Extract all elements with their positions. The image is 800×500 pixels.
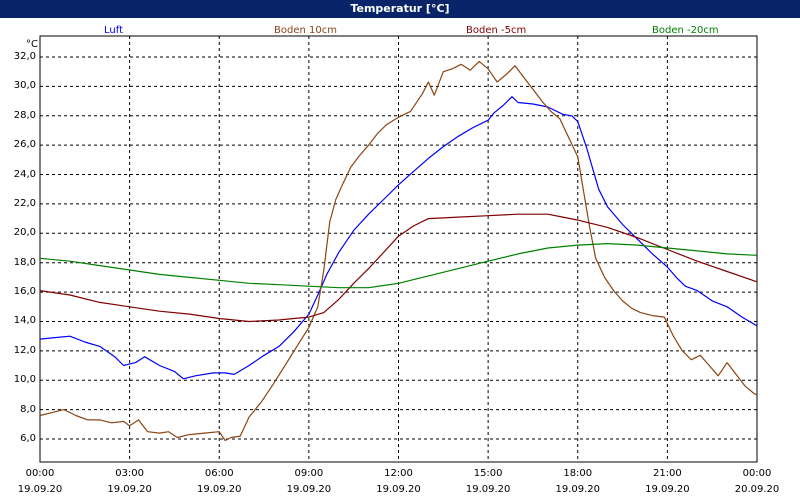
x-tick-date: 19.09.20 (645, 484, 690, 495)
x-tick-time: 12:00 (384, 468, 413, 479)
chart-area: Luft Boden 10cm Boden -5cm Boden -20cm °… (0, 18, 800, 500)
x-tick-time: 21:00 (652, 468, 682, 479)
temperature-chart (39, 35, 758, 463)
y-tick-label: 16,0 (13, 286, 36, 298)
y-tick-label: 6,0 (20, 433, 36, 444)
series-line-boden-10cm (39, 60, 758, 442)
x-tick-time: 09:00 (294, 468, 324, 479)
y-tick-label: 26,0 (13, 139, 36, 151)
y-tick-label: 10,0 (13, 374, 36, 386)
x-tick-time: 18:00 (563, 468, 593, 479)
y-tick-label: 8,0 (20, 403, 36, 415)
x-tick-time: 00:00 (25, 468, 55, 479)
series-line-boden-20cm (39, 243, 758, 289)
x-tick-date: 19.09.20 (465, 484, 511, 495)
y-tick-label: 24,0 (13, 168, 36, 180)
series-line-boden-5cm (39, 213, 758, 323)
legend-luft: Luft (104, 25, 123, 36)
y-tick-label: 28,0 (13, 109, 36, 121)
series-line-luft (39, 96, 758, 380)
x-tick-date: 19.09.20 (17, 484, 63, 495)
y-tick-label: 12,0 (13, 344, 36, 356)
legend-boden-10cm: Boden 10cm (274, 25, 337, 36)
x-tick-time: 06:00 (204, 468, 234, 479)
y-tick-label: 18,0 (13, 256, 36, 268)
x-tick-date: 19.09.20 (555, 484, 601, 495)
x-tick-date: 19.09.20 (196, 484, 242, 495)
y-tick-label: 32,0 (13, 51, 36, 62)
x-tick-date: 19.09.20 (376, 484, 421, 495)
legend-boden-20cm: Boden -20cm (652, 25, 719, 36)
x-tick-date: 20.09.20 (734, 484, 780, 495)
x-tick-date: 19.09.20 (107, 484, 152, 495)
y-tick-label: 20,0 (13, 227, 36, 239)
chart-title: Temperatur [°C] (0, 0, 800, 18)
x-tick-time: 00:00 (742, 468, 772, 479)
y-tick-label: 14,0 (13, 315, 36, 327)
x-tick-time: 15:00 (473, 468, 503, 479)
x-tick-date: 19.09.20 (286, 484, 332, 495)
y-tick-label: 30,0 (13, 80, 36, 92)
x-tick-time: 03:00 (115, 468, 145, 479)
legend-boden-5cm: Boden -5cm (466, 25, 527, 36)
y-tick-label: 22,0 (13, 197, 36, 209)
y-axis-unit: °C (26, 39, 38, 50)
